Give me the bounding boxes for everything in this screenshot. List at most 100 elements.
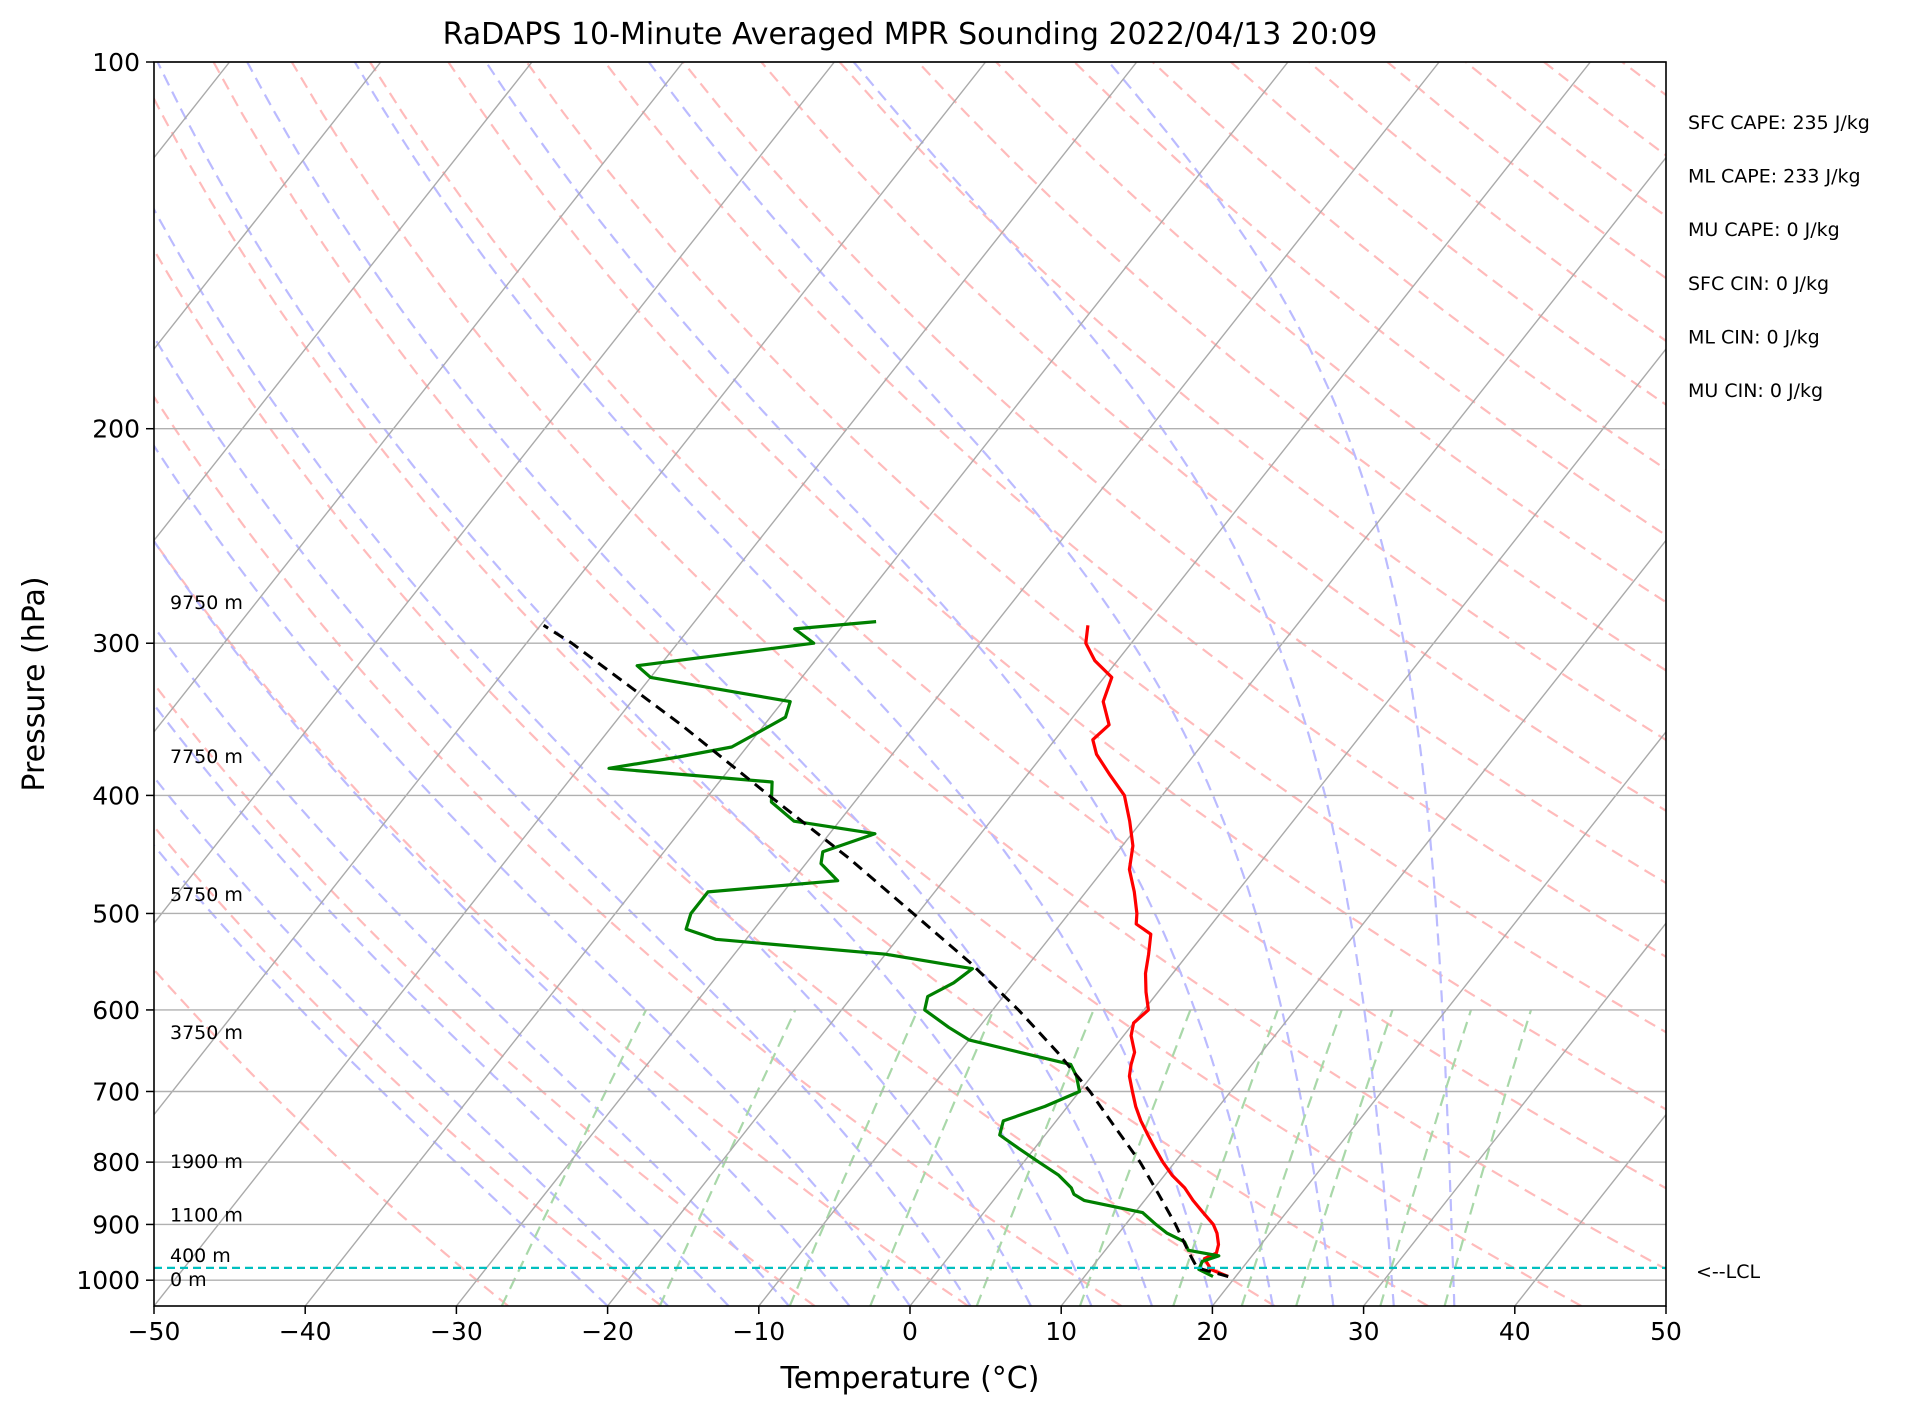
x-tick-label: −20 — [581, 1317, 634, 1346]
pressure-gridlines — [154, 61, 1666, 1281]
height-label: 9750 m — [170, 592, 243, 614]
isotherm — [154, 62, 835, 925]
y-tick-label: 100 — [92, 48, 140, 77]
temperature-trace — [1084, 625, 1229, 1278]
isotherm — [455, 62, 1440, 1306]
dry-adiabat — [447, 62, 1666, 1111]
dry-adiabat — [154, 682, 816, 1306]
isotherm — [1363, 922, 1666, 1306]
stat-label: ML CIN: 0 J/kg — [1688, 326, 1820, 348]
isotherm — [1665, 1304, 1666, 1306]
x-tick-label: −10 — [732, 1317, 785, 1346]
mixing-ratio-line — [658, 1009, 797, 1306]
dry-adiabat — [525, 62, 1666, 1034]
dry-adiabat — [838, 62, 1666, 742]
axis-ticks: −50 −40 −30 −20 −10 0 10 20 30 40 50 1000 900 800 700 6… — [76, 48, 1682, 1346]
height-label: 7750 m — [170, 746, 243, 768]
dry-adiabat — [682, 62, 1666, 885]
dry-adiabat — [154, 394, 1122, 1306]
moist-adiabat — [154, 334, 972, 1306]
y-tick-label: 1000 — [76, 1266, 140, 1295]
x-tick-label: 0 — [902, 1317, 918, 1346]
isotherm — [607, 62, 1591, 1306]
stat-label: ML CAPE: 233 J/kg — [1688, 166, 1861, 188]
dry-adiabat — [1230, 62, 1666, 406]
isotherm — [154, 62, 382, 351]
height-label: 3750 m — [170, 1022, 243, 1044]
isotherm — [1060, 539, 1666, 1306]
isotherm — [154, 62, 987, 1116]
height-label: 1900 m — [170, 1151, 243, 1173]
isotherm — [909, 347, 1666, 1306]
background-guide-lines — [154, 62, 1911, 1306]
dry-adiabat — [1465, 62, 1666, 218]
moist-adiabat — [485, 62, 1274, 1306]
height-label: 400 m — [170, 1245, 231, 1267]
dry-adiabat — [369, 62, 1666, 1190]
dry-adiabat — [995, 62, 1666, 604]
moist-adiabat — [154, 207, 1032, 1306]
mixing-ratio-line — [869, 1009, 995, 1306]
dry-adiabat — [154, 96, 1429, 1306]
y-tick-label: 600 — [92, 996, 140, 1025]
dry-adiabat — [1386, 62, 1666, 280]
isotherm — [1211, 730, 1666, 1306]
moist-adiabat — [156, 62, 1093, 1306]
dry-adiabat — [154, 247, 1276, 1306]
y-tick-label: 300 — [92, 629, 140, 658]
chart-title: RaDAPS 10-Minute Averaged MPR Sounding 2… — [443, 17, 1378, 52]
isotherm — [304, 62, 1289, 1306]
y-tick-label: 200 — [92, 415, 140, 444]
mixing-ratio-line — [788, 1009, 919, 1306]
dry-adiabat — [1543, 62, 1666, 157]
x-axis-title: Temperature (°C) — [780, 1361, 1040, 1396]
sounding-traces — [154, 620, 1666, 1278]
height-label: 5750 m — [170, 884, 243, 906]
dry-adiabat — [154, 968, 509, 1306]
mixing-ratio-line — [1443, 1009, 1533, 1306]
x-tick-label: 20 — [1196, 1317, 1228, 1346]
dry-adiabat — [760, 62, 1666, 813]
y-tick-label: 400 — [92, 781, 140, 810]
dry-adiabat — [1701, 62, 1911, 1306]
mixing-ratio-line — [1295, 1009, 1394, 1306]
dry-adiabat — [1779, 62, 1911, 1306]
moist-adiabat — [647, 62, 1335, 1306]
mixing-ratio-line — [1240, 1009, 1343, 1306]
isotherm — [1514, 1113, 1666, 1306]
x-tick-label: −50 — [128, 1317, 181, 1346]
y-axis-title: Pressure (hPa) — [17, 576, 52, 791]
dry-adiabat — [603, 62, 1666, 959]
moist-adiabat — [154, 443, 911, 1306]
moist-adiabat — [1107, 62, 1456, 1306]
moist-adiabat — [154, 539, 851, 1306]
stat-label: SFC CAPE: 235 J/kg — [1688, 112, 1870, 134]
x-tick-label: 50 — [1650, 1317, 1682, 1346]
isotherm — [154, 62, 1138, 1306]
mixing-ratio-line — [1172, 1009, 1279, 1306]
dry-adiabat — [154, 824, 663, 1306]
y-tick-label: 900 — [92, 1210, 140, 1239]
plot-frame — [153, 61, 1667, 1307]
dry-adiabat — [917, 62, 1666, 672]
x-tick-label: 30 — [1348, 1317, 1380, 1346]
moist-adiabat — [154, 775, 669, 1306]
stat-label: SFC CIN: 0 J/kg — [1688, 273, 1829, 295]
y-tick-label: 500 — [92, 899, 140, 928]
x-tick-label: 40 — [1499, 1317, 1531, 1346]
dry-adiabat — [1073, 62, 1666, 537]
x-tick-label: −30 — [430, 1317, 483, 1346]
isotherm — [154, 62, 533, 542]
parcel-trace — [542, 624, 1229, 1278]
lcl-label: <--LCL — [1696, 1261, 1760, 1283]
y-tick-label: 800 — [92, 1148, 140, 1177]
isotherm — [154, 62, 684, 733]
height-label: 0 m — [170, 1269, 207, 1291]
dry-adiabat — [1308, 62, 1666, 343]
moist-adiabat — [852, 62, 1395, 1306]
moist-adiabat — [154, 702, 730, 1306]
stat-label: MU CIN: 0 J/kg — [1688, 380, 1823, 402]
height-label: 1100 m — [170, 1205, 243, 1227]
isotherm — [758, 156, 1666, 1306]
